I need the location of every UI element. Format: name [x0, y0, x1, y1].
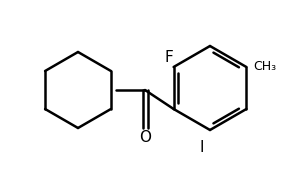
Text: CH₃: CH₃ — [253, 61, 276, 74]
Text: O: O — [139, 131, 151, 145]
Text: F: F — [164, 50, 173, 65]
Text: I: I — [200, 141, 204, 156]
